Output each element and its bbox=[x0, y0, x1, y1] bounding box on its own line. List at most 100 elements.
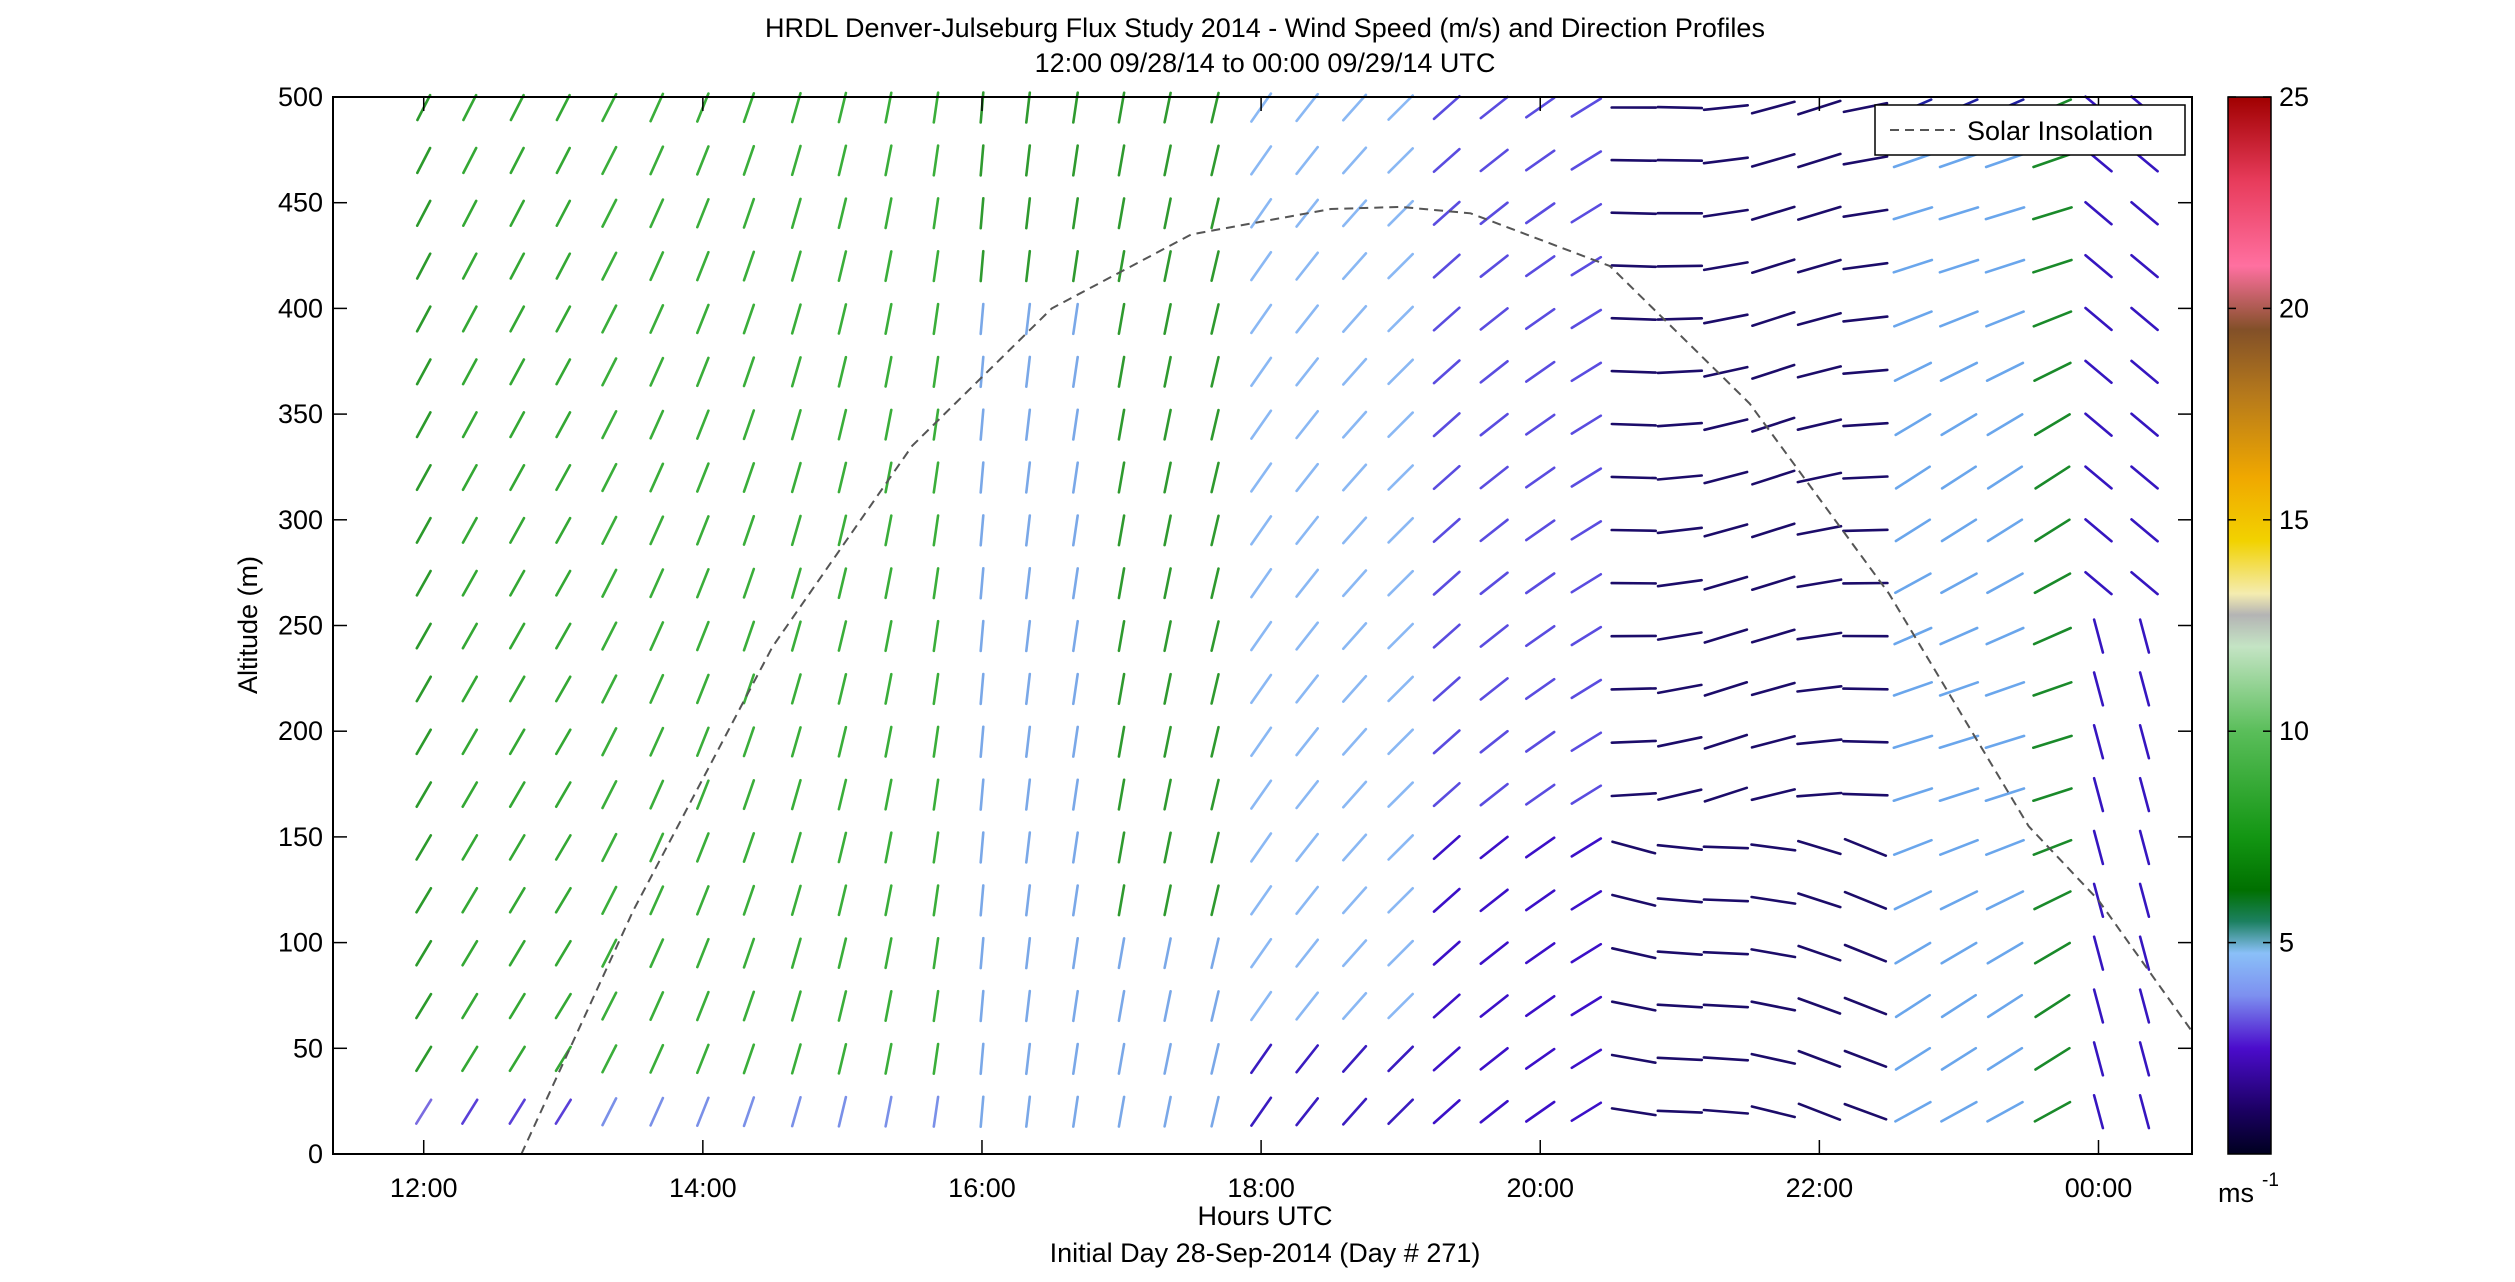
wind-vector bbox=[1479, 994, 1509, 1018]
wind-vector bbox=[1432, 464, 1461, 491]
wind-vector bbox=[601, 779, 618, 810]
wind-vector bbox=[1432, 834, 1461, 861]
wind-vector bbox=[1387, 516, 1414, 544]
wind-vector bbox=[1432, 570, 1461, 596]
wind-vector bbox=[415, 622, 432, 650]
wind-vector bbox=[979, 1095, 985, 1128]
wind-vector bbox=[1210, 831, 1220, 864]
wind-vector bbox=[1986, 941, 2024, 965]
wind-vector bbox=[1025, 725, 1032, 759]
wind-vector bbox=[1163, 408, 1172, 441]
wind-vector bbox=[1570, 625, 1603, 647]
wind-vector bbox=[1072, 778, 1079, 811]
wind-vector bbox=[932, 831, 940, 864]
wind-vector bbox=[555, 93, 571, 122]
wind-vector bbox=[1610, 687, 1657, 691]
wind-vector bbox=[790, 673, 802, 705]
wind-vector bbox=[1703, 523, 1749, 538]
wind-vector bbox=[1342, 463, 1368, 492]
wind-vector bbox=[462, 146, 478, 175]
wind-vector bbox=[1025, 355, 1032, 389]
wind-vector bbox=[509, 146, 525, 175]
wind-vector bbox=[1163, 620, 1172, 653]
colorbar-tick-label: 15 bbox=[2279, 505, 2309, 535]
wind-vector bbox=[1610, 1053, 1657, 1064]
wind-vector bbox=[1703, 628, 1749, 644]
wind-vector bbox=[932, 619, 940, 653]
wind-vector bbox=[1387, 464, 1414, 491]
wind-vector bbox=[1072, 144, 1079, 177]
wind-vector bbox=[695, 673, 710, 705]
wind-vector bbox=[1163, 672, 1172, 705]
wind-vector bbox=[461, 622, 479, 650]
wind-vector bbox=[1387, 781, 1414, 808]
wind-vector bbox=[1117, 567, 1126, 600]
wind-vector bbox=[1892, 152, 1934, 169]
wind-vector bbox=[1842, 421, 1889, 428]
wind-vector bbox=[1843, 1102, 1888, 1121]
wind-vector bbox=[1843, 996, 1888, 1016]
wind-vector bbox=[1479, 1047, 1509, 1071]
wind-vector bbox=[601, 674, 618, 704]
wind-vector bbox=[884, 1095, 893, 1128]
wind-vector bbox=[1072, 884, 1079, 917]
wind-vector bbox=[932, 514, 940, 547]
y-tick-label: 50 bbox=[293, 1033, 323, 1063]
wind-vector bbox=[1796, 418, 1843, 432]
wind-vector bbox=[415, 675, 433, 703]
wind-vector bbox=[1387, 834, 1414, 861]
wind-vector bbox=[1750, 628, 1796, 644]
wind-vector bbox=[1479, 359, 1509, 384]
wind-vector bbox=[415, 992, 433, 1020]
wind-vector bbox=[1656, 897, 1703, 904]
solar-insolation-curve bbox=[520, 205, 2193, 1155]
wind-vector bbox=[1342, 357, 1368, 386]
wind-vector bbox=[415, 358, 432, 386]
wind-vector bbox=[1072, 567, 1079, 600]
wind-vector bbox=[509, 199, 526, 227]
wind-vector bbox=[2034, 518, 2071, 543]
wind-vector bbox=[1751, 522, 1796, 539]
wind-vector bbox=[742, 250, 756, 282]
wind-vector bbox=[2130, 253, 2159, 279]
wind-vector bbox=[461, 358, 478, 386]
wind-vector bbox=[2138, 776, 2151, 813]
wind-vector bbox=[1610, 475, 1657, 480]
wind-vector bbox=[2033, 572, 2072, 595]
wind-vector bbox=[1072, 197, 1079, 230]
wind-vector bbox=[601, 145, 618, 176]
y-tick-label: 400 bbox=[278, 293, 323, 323]
wind-vector bbox=[1525, 413, 1556, 436]
wind-vector bbox=[1610, 422, 1657, 427]
wind-vector bbox=[1570, 995, 1603, 1017]
wind-vector bbox=[1610, 739, 1657, 745]
wind-vector bbox=[1342, 199, 1368, 228]
wind-vector bbox=[1117, 461, 1126, 494]
wind-vector bbox=[1657, 735, 1703, 748]
wind-vector bbox=[1702, 208, 1749, 218]
wind-vector bbox=[1163, 937, 1172, 970]
wind-vector bbox=[508, 781, 526, 809]
wind-vector bbox=[1985, 838, 2025, 857]
wind-vector bbox=[790, 990, 802, 1022]
wind-vector bbox=[1525, 466, 1556, 489]
wind-vector bbox=[1072, 619, 1079, 653]
wind-vector bbox=[1387, 728, 1414, 756]
wind-vector bbox=[837, 197, 848, 230]
chart-subtitle: 12:00 09/28/14 to 00:00 09/29/14 UTC bbox=[1035, 48, 1496, 78]
wind-vector bbox=[1939, 310, 1979, 328]
wind-vector bbox=[1797, 152, 1842, 169]
wind-vector bbox=[884, 778, 893, 811]
wind-vector bbox=[1570, 361, 1603, 383]
wind-vector bbox=[1295, 727, 1319, 757]
wind-vector bbox=[695, 462, 710, 493]
wind-vector bbox=[509, 516, 526, 544]
wind-vector bbox=[649, 1096, 665, 1127]
wind-vector bbox=[884, 302, 893, 336]
wind-vector bbox=[601, 515, 618, 546]
wind-vector bbox=[1025, 1042, 1032, 1076]
wind-vector bbox=[508, 939, 526, 967]
wind-vector bbox=[1986, 1046, 2024, 1071]
wind-vector bbox=[1295, 938, 1319, 968]
wind-vector bbox=[1163, 1095, 1172, 1128]
